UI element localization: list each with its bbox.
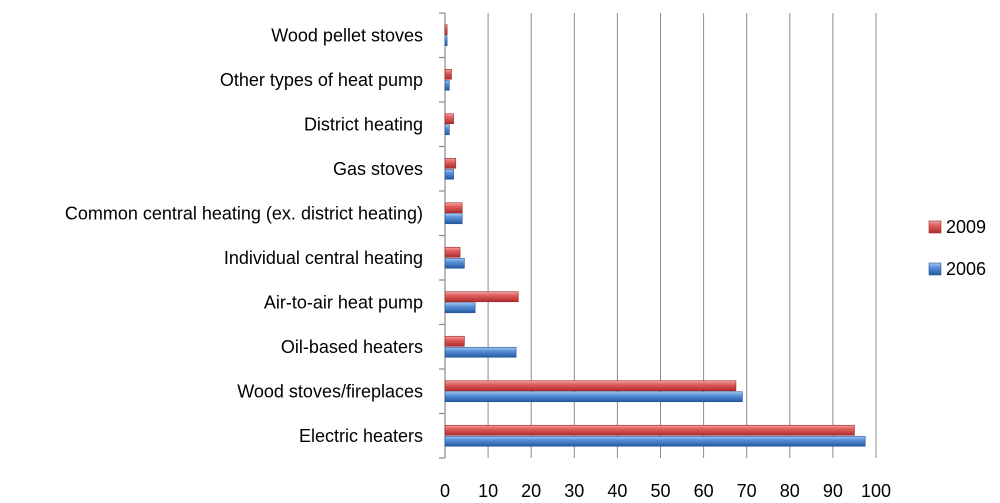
category-label: Gas stoves [333,159,423,179]
bar-2009-2 [444,68,452,80]
x-tick-label: 30 [564,481,584,501]
bar-2009-9 [444,380,737,392]
x-tick-labels: 0 10 20 30 40 50 60 70 80 90 100 [440,481,891,501]
category-label: Wood stoves/fireplaces [237,381,423,401]
bars [444,24,866,447]
bar-2006-2 [444,79,450,91]
legend-swatch-2006 [928,262,942,276]
category-label: Oil-based heaters [281,337,423,357]
x-tick-label: 100 [861,481,891,501]
gridlines [439,12,877,459]
x-tick-label: 60 [694,481,714,501]
x-tick-label: 90 [823,481,843,501]
bar-2006-7 [444,302,476,314]
bar-2009-1 [444,24,448,36]
legend: 2009 2006 [928,217,986,279]
category-label: Individual central heating [224,248,423,268]
bar-2006-5 [444,213,463,225]
bar-2006-1 [444,35,448,47]
x-tick-label: 70 [737,481,757,501]
category-label: District heating [304,114,423,134]
category-label: Other types of heat pump [220,70,423,90]
x-tick-label: 40 [607,481,627,501]
legend-label-2009: 2009 [946,217,986,237]
bar-2006-4 [444,168,454,180]
x-tick-label: 80 [780,481,800,501]
bar-2009-3 [444,113,454,125]
bar-2006-10 [444,435,866,447]
bar-2009-10 [444,424,855,436]
category-labels: Wood pellet stoves Other types of heat pu… [65,25,423,446]
bar-2006-9 [444,391,743,403]
legend-label-2006: 2006 [946,259,986,279]
bar-2009-7 [444,291,519,303]
bar-2009-8 [444,335,465,347]
x-tick-label: 10 [478,481,498,501]
category-label: Electric heaters [299,426,423,446]
bar-2009-6 [444,246,461,258]
x-tick-label: 50 [650,481,670,501]
bar-2006-3 [444,124,450,136]
legend-swatch-2009 [928,220,942,234]
category-label: Wood pellet stoves [271,25,423,45]
category-label: Common central heating (ex. district hea… [65,203,423,223]
x-tick-label: 0 [440,481,450,501]
bar-2009-4 [444,157,457,169]
bar-2009-5 [444,202,463,214]
x-tick-label: 20 [521,481,541,501]
bar-2006-8 [444,346,517,358]
bar-2006-6 [444,257,465,269]
category-label: Air-to-air heat pump [264,292,423,312]
